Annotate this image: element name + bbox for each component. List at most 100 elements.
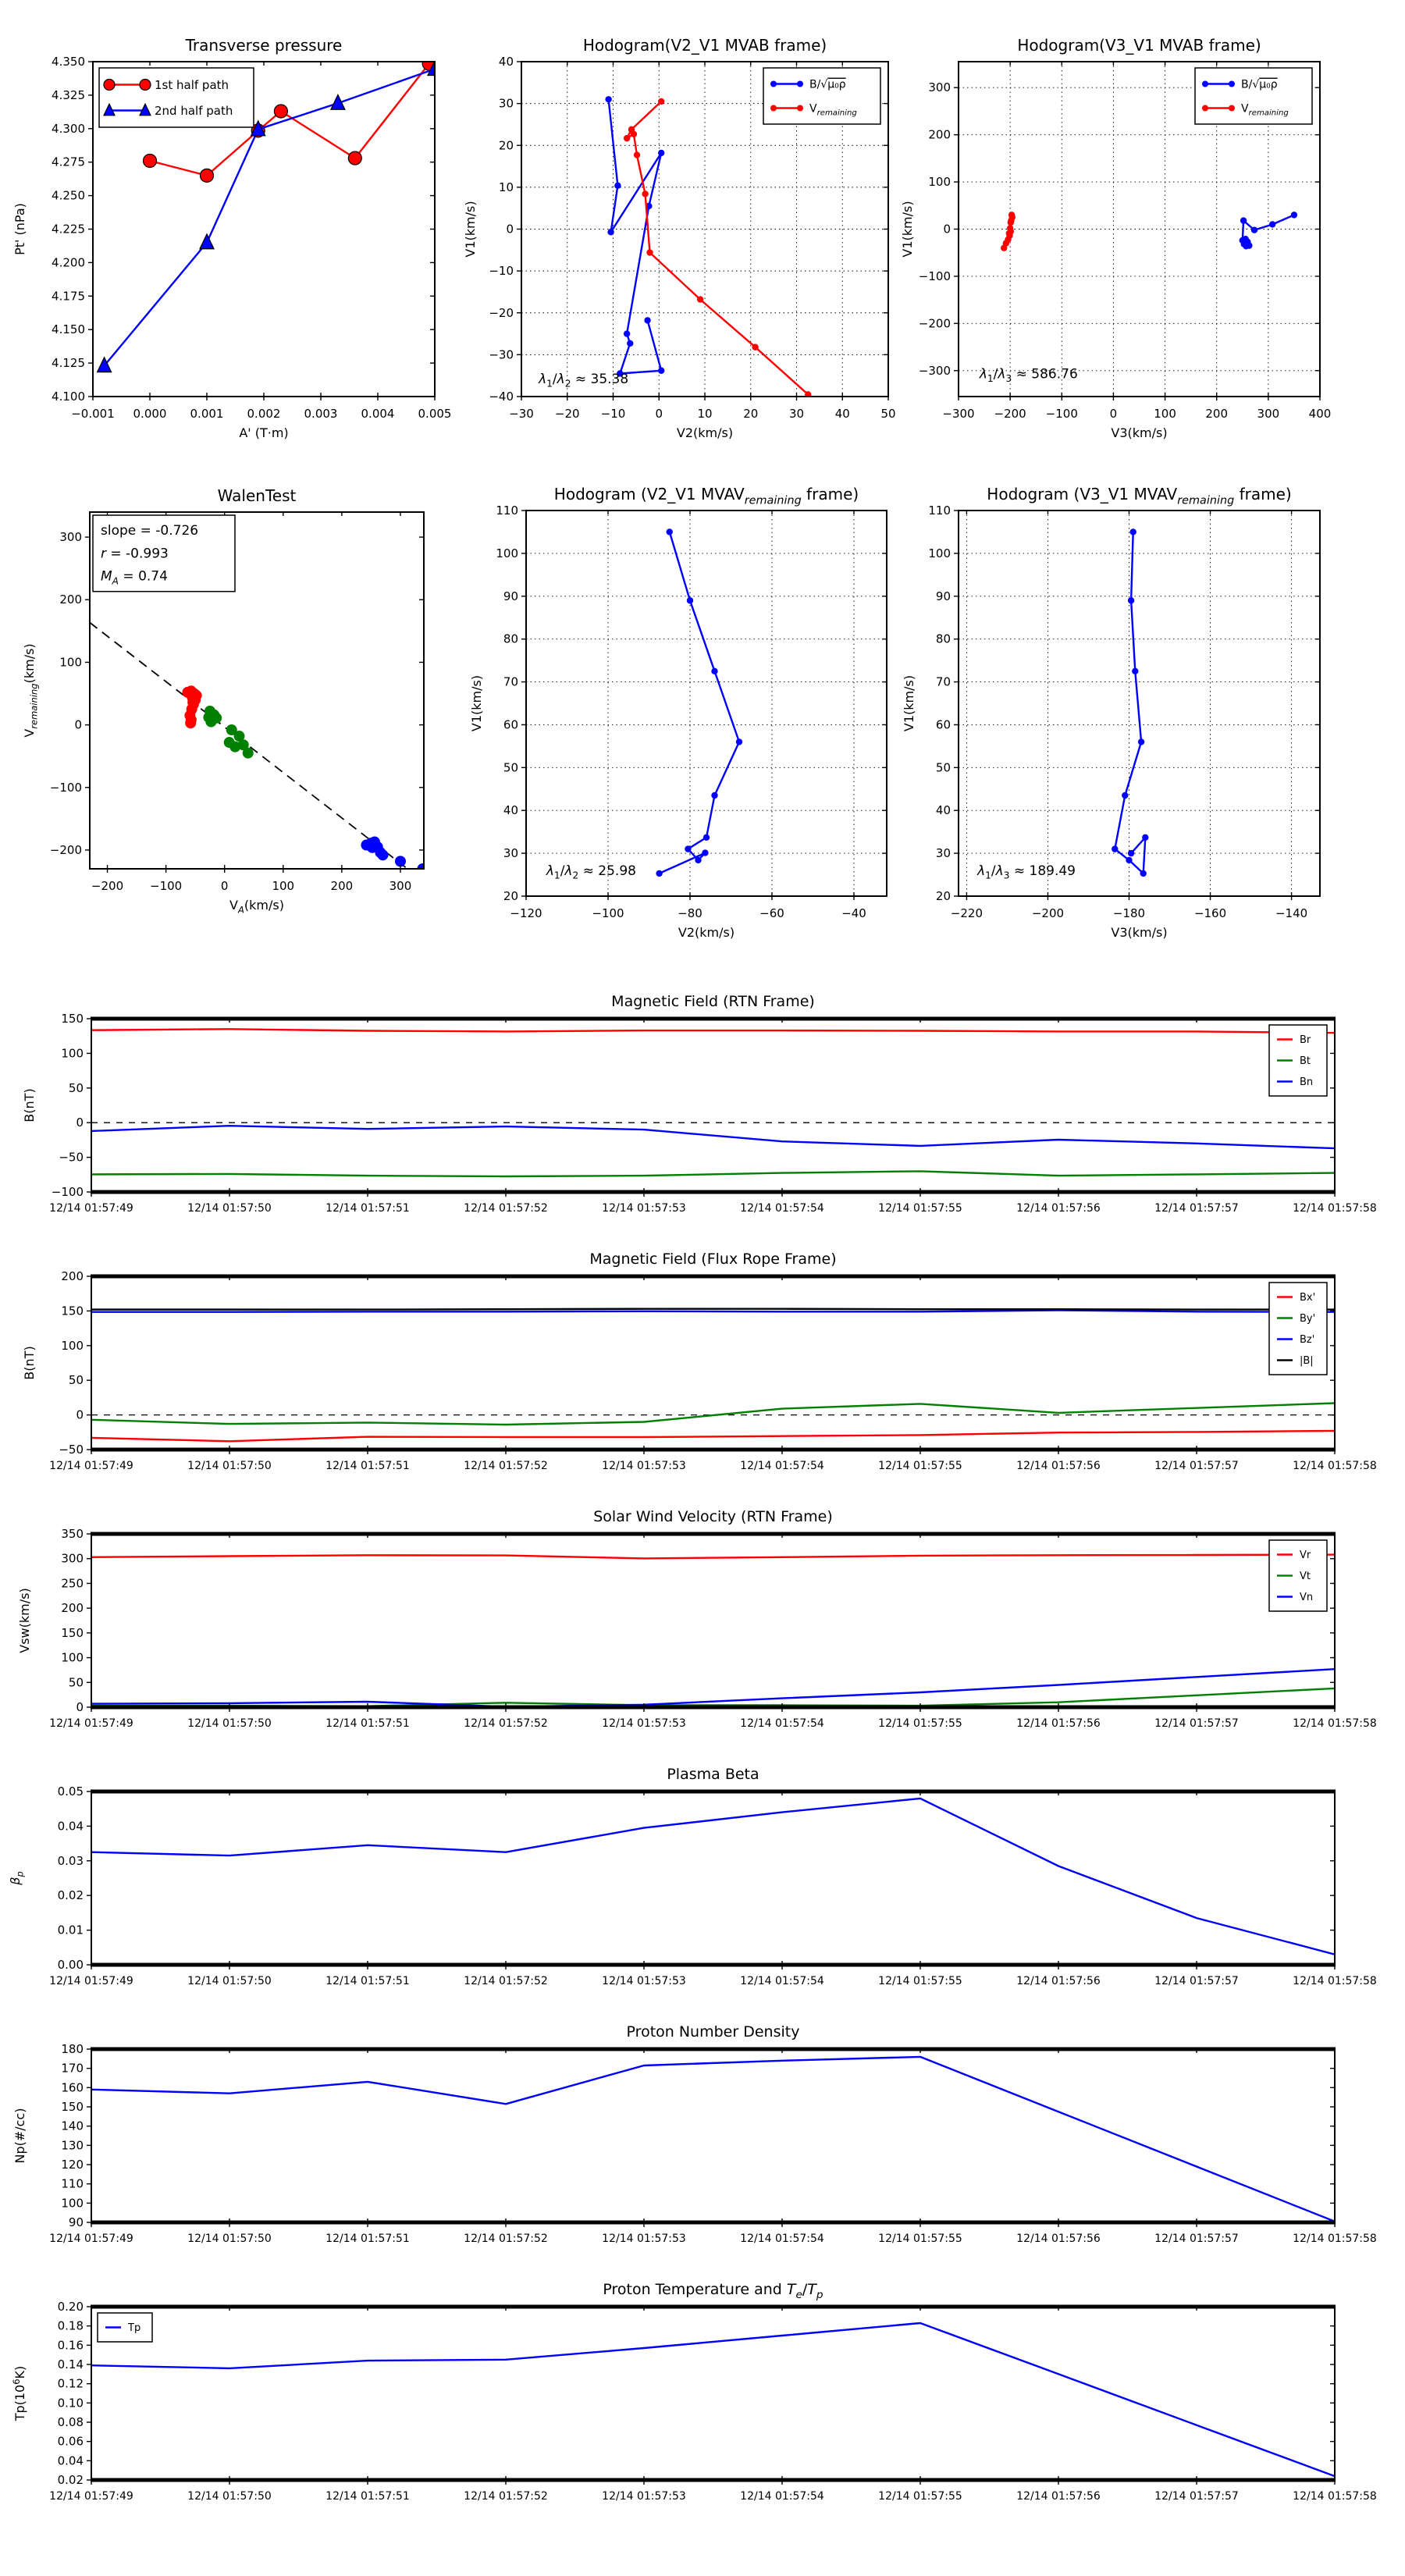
svg-text:12/14 01:57:55: 12/14 01:57:55 [878, 1202, 962, 1215]
svg-text:0.10: 0.10 [58, 2396, 84, 2410]
svg-text:50: 50 [69, 1675, 84, 1689]
svg-text:12/14 01:57:52: 12/14 01:57:52 [464, 2490, 548, 2503]
chart-ts2: 12/14 01:57:49 12/14 01:57:50 12/14 01:57:… [22, 1251, 1377, 1472]
svg-text:Bx': Bx' [1300, 1292, 1315, 1304]
svg-text:0.16: 0.16 [58, 2338, 84, 2352]
svg-text:12/14 01:57:55: 12/14 01:57:55 [878, 1717, 962, 1730]
svg-text:100: 100 [59, 655, 82, 669]
svg-text:−40: −40 [841, 906, 866, 920]
series-layer [1112, 528, 1149, 877]
svg-text:150: 150 [61, 2100, 84, 2114]
svg-text:0.18: 0.18 [58, 2319, 84, 2333]
x-axis-label: V3(km/s) [1111, 925, 1167, 940]
svg-text:10: 10 [697, 407, 712, 421]
y-tick-labels: −200 −100 0 100 200 300 [50, 530, 82, 857]
series-line-Br [91, 1028, 1335, 1034]
svg-text:20: 20 [499, 138, 514, 152]
svg-text:60: 60 [936, 717, 951, 731]
svg-text:200: 200 [331, 879, 354, 893]
chart-ts5: 12/14 01:57:49 12/14 01:57:50 12/14 01:57:… [12, 2023, 1377, 2245]
annotation: λ1/λ2 ≈ 35.38 [538, 372, 628, 390]
y-axis-label: Np(#/cc) [12, 2108, 27, 2164]
axes-frame [525, 510, 887, 897]
series-line-Np [91, 2055, 1335, 2222]
svg-text:12/14 01:57:58: 12/14 01:57:58 [1293, 1460, 1377, 1472]
svg-text:12/14 01:57:52: 12/14 01:57:52 [464, 1717, 548, 1730]
series-markers-green-cluster [203, 705, 254, 759]
svg-text:−200: −200 [50, 843, 82, 857]
svg-text:110: 110 [928, 503, 951, 518]
svg-text:90: 90 [69, 2215, 84, 2229]
svg-text:12/14 01:57:53: 12/14 01:57:53 [602, 1460, 686, 1472]
svg-text:12/14 01:57:55: 12/14 01:57:55 [878, 2233, 962, 2245]
x-axis-label: V3(km/s) [1111, 425, 1167, 440]
y-axis-label: B(nT) [22, 1088, 37, 1122]
x-tick-labels: −0.001 0.000 0.001 0.002 0.003 0.004 0.005 [71, 407, 451, 421]
series-line-B-over-sqrt-mu0-rho [607, 99, 663, 375]
svg-text:100: 100 [61, 1046, 84, 1060]
axes-frame [91, 1791, 1336, 1966]
annotation: λ1/λ2 ≈ 25.98 [546, 863, 636, 881]
series-line-Bx- [91, 1429, 1335, 1443]
chart-ts3: 12/14 01:57:49 12/14 01:57:50 12/14 01:57:… [17, 1508, 1377, 1730]
series-layer [91, 1797, 1335, 1955]
y-axis-label: V1(km/s) [900, 201, 915, 257]
svg-text:−30: −30 [509, 407, 534, 421]
chart-c3: −300 −200 −100 0 100 200 300 400 −300 −200 −100 0 10… [900, 36, 1331, 440]
svg-text:350: 350 [61, 1527, 84, 1541]
x-tick-labels: −220 −200 −180 −160 −140 [951, 906, 1307, 920]
svg-text:30: 30 [499, 97, 514, 111]
svg-text:Vt: Vt [1300, 1571, 1311, 1582]
svg-text:−80: −80 [678, 906, 702, 920]
svg-text:12/14 01:57:54: 12/14 01:57:54 [740, 1975, 824, 1987]
svg-text:12/14 01:57:57: 12/14 01:57:57 [1154, 1975, 1239, 1987]
legend: 1st half path 2nd half path [98, 67, 254, 128]
svg-text:12/14 01:57:49: 12/14 01:57:49 [49, 1717, 133, 1730]
svg-text:Bz': Bz' [1300, 1334, 1314, 1346]
svg-text:40: 40 [503, 803, 518, 817]
svg-text:50: 50 [880, 407, 895, 421]
svg-text:12/14 01:57:51: 12/14 01:57:51 [325, 1975, 410, 1987]
axes-frame [958, 510, 1321, 897]
svg-text:0: 0 [76, 1115, 84, 1130]
svg-text:−10: −10 [489, 264, 514, 278]
svg-text:40: 40 [499, 55, 514, 69]
chart-title: Solar Wind Velocity (RTN Frame) [593, 1508, 833, 1525]
series-layer [91, 1553, 1335, 1707]
svg-text:200: 200 [61, 1269, 84, 1283]
svg-text:40: 40 [835, 407, 850, 421]
svg-text:0.003: 0.003 [304, 407, 338, 421]
svg-text:r = -0.993: r = -0.993 [101, 546, 169, 561]
svg-text:0.12: 0.12 [58, 2377, 84, 2391]
series-line-By- [91, 1402, 1335, 1426]
svg-text:20: 20 [743, 407, 758, 421]
chart-c6: −220 −200 −180 −160 −140 20 30 40 50 60 70 80 90 100 1… [902, 485, 1321, 940]
svg-text:150: 150 [61, 1626, 84, 1640]
svg-text:80: 80 [936, 632, 951, 646]
chart-ts6: 12/14 01:57:49 12/14 01:57:50 12/14 01:57:… [11, 2281, 1377, 2503]
svg-text:0: 0 [221, 879, 229, 893]
svg-text:20: 20 [936, 889, 951, 903]
svg-text:−100: −100 [50, 781, 82, 795]
svg-text:12/14 01:57:49: 12/14 01:57:49 [49, 1975, 133, 1987]
svg-text:12/14 01:57:51: 12/14 01:57:51 [325, 1717, 410, 1730]
ticks [87, 2306, 1336, 2485]
ticks [87, 1018, 1336, 1197]
svg-text:4.125: 4.125 [52, 356, 85, 370]
series-layer [605, 96, 812, 397]
series-line-V-hodogram [659, 532, 741, 874]
svg-text:300: 300 [1257, 407, 1280, 421]
svg-text:12/14 01:57:52: 12/14 01:57:52 [464, 1975, 548, 1987]
svg-text:12/14 01:57:58: 12/14 01:57:58 [1293, 1202, 1377, 1215]
svg-text:300: 300 [59, 530, 82, 544]
x-tick-labels: 12/14 01:57:49 12/14 01:57:50 12/14 01:57:… [49, 2233, 1377, 2245]
y-tick-labels: 0 50 100 150 200 250 300 350 [61, 1527, 84, 1714]
series-markers-V-hodogram [656, 528, 743, 877]
series-markers-V-hodogram [1112, 528, 1149, 877]
y-axis-label: Vsw(km/s) [17, 1588, 32, 1653]
svg-text:B/√μ₀ρ: B/√μ₀ρ [1241, 79, 1278, 91]
svg-text:50: 50 [936, 760, 951, 774]
x-tick-labels: 12/14 01:57:49 12/14 01:57:50 12/14 01:57:… [49, 1202, 1377, 1215]
